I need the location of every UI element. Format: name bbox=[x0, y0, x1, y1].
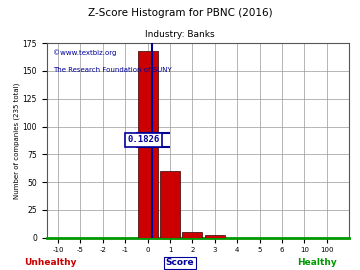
Text: Unhealthy: Unhealthy bbox=[24, 258, 77, 267]
Bar bbox=[205, 235, 225, 238]
Text: Z-Score Histogram for PBNC (2016): Z-Score Histogram for PBNC (2016) bbox=[88, 8, 272, 18]
Text: The Research Foundation of SUNY: The Research Foundation of SUNY bbox=[53, 66, 172, 73]
Text: ©www.textbiz.org: ©www.textbiz.org bbox=[53, 49, 116, 56]
Y-axis label: Number of companies (235 total): Number of companies (235 total) bbox=[13, 82, 20, 199]
Text: 0.1826: 0.1826 bbox=[128, 135, 160, 144]
Text: Industry: Banks: Industry: Banks bbox=[145, 30, 215, 39]
Bar bbox=[160, 171, 180, 238]
Bar bbox=[182, 232, 202, 238]
Bar bbox=[138, 51, 158, 238]
Text: Score: Score bbox=[166, 258, 194, 267]
Text: Healthy: Healthy bbox=[297, 258, 337, 267]
